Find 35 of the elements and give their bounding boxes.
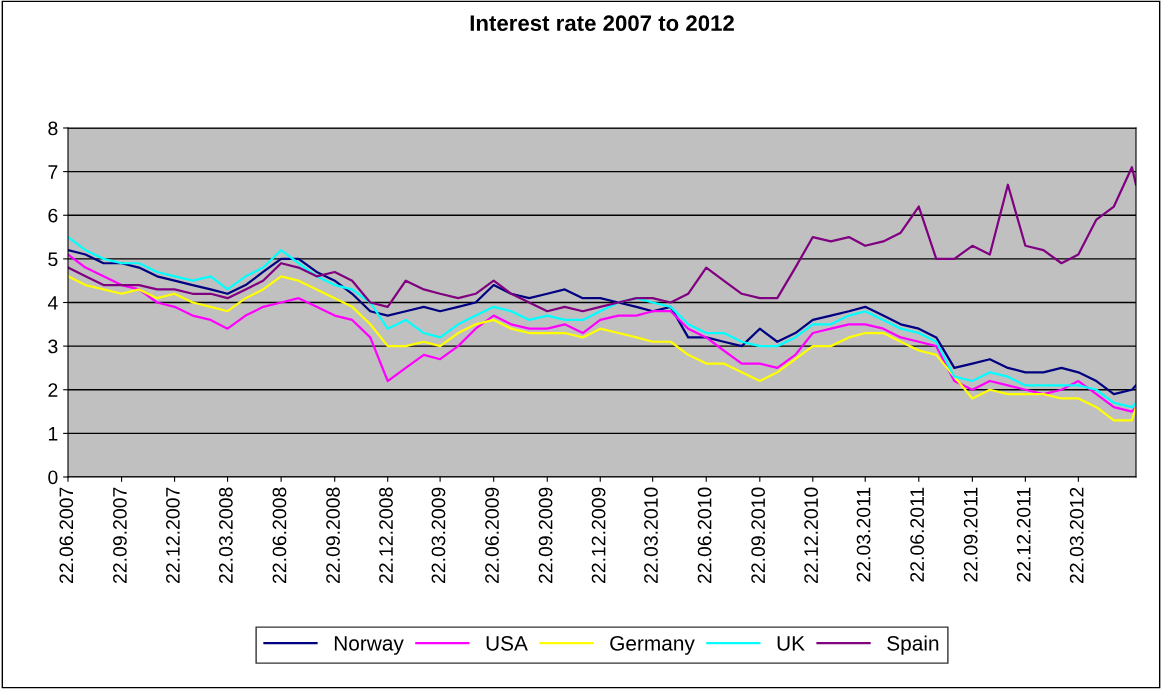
y-tick-label: 3 — [48, 339, 58, 354]
y-tick-label: 0 — [48, 470, 58, 485]
x-tick-label: 22.03.2010 — [644, 487, 658, 584]
x-tick-label: 22.06.2010 — [697, 487, 712, 584]
y-tick-label: 4 — [47, 296, 58, 310]
x-tick-label: 22.06.2011 — [910, 487, 925, 582]
x-tick-label: 22.12.2008 — [379, 487, 393, 584]
x-tick-label: 22.09.2011 — [963, 487, 978, 582]
x-tick-label: 22.06.2007 — [59, 487, 74, 584]
x-tick-label: 22.12.2009 — [591, 487, 606, 584]
y-tick-label: 2 — [48, 383, 58, 397]
y-tick-label: 1 — [48, 427, 58, 441]
x-tick-label: 22.03.2009 — [431, 487, 446, 584]
x-tick-label: 22.03.2012 — [1069, 487, 1084, 584]
x-tick-label: 22.03.2011 — [856, 487, 871, 582]
x-tick-label: 22.06.2009 — [485, 487, 499, 584]
x-tick-label: 22.06.2008 — [272, 487, 287, 584]
legend-label: USA — [486, 635, 528, 651]
chart-title: Interest rate 2007 to 2012 — [470, 15, 734, 31]
legend-label: Norway — [334, 636, 404, 655]
legend-label: UK — [777, 636, 805, 651]
y-tick-label: 5 — [48, 252, 58, 267]
y-tick-label: 8 — [48, 121, 58, 136]
y-tick-label: 6 — [48, 208, 58, 223]
legend-label: Spain — [887, 635, 939, 655]
x-tick-label: 22.12.2007 — [166, 487, 180, 584]
x-tick-label: 22.09.2008 — [326, 487, 340, 584]
y-tick-label: 7 — [48, 165, 58, 179]
x-tick-label: 22.12.2011 — [1016, 487, 1031, 582]
x-tick-label: 22.09.2007 — [113, 487, 127, 584]
legend-label: Germany — [610, 635, 695, 655]
x-tick-label: 22.09.2009 — [538, 487, 553, 584]
x-tick-label: 22.03.2008 — [219, 487, 233, 584]
x-tick-label: 22.09.2010 — [751, 487, 766, 584]
x-tick-label: 22.12.2010 — [804, 487, 819, 584]
